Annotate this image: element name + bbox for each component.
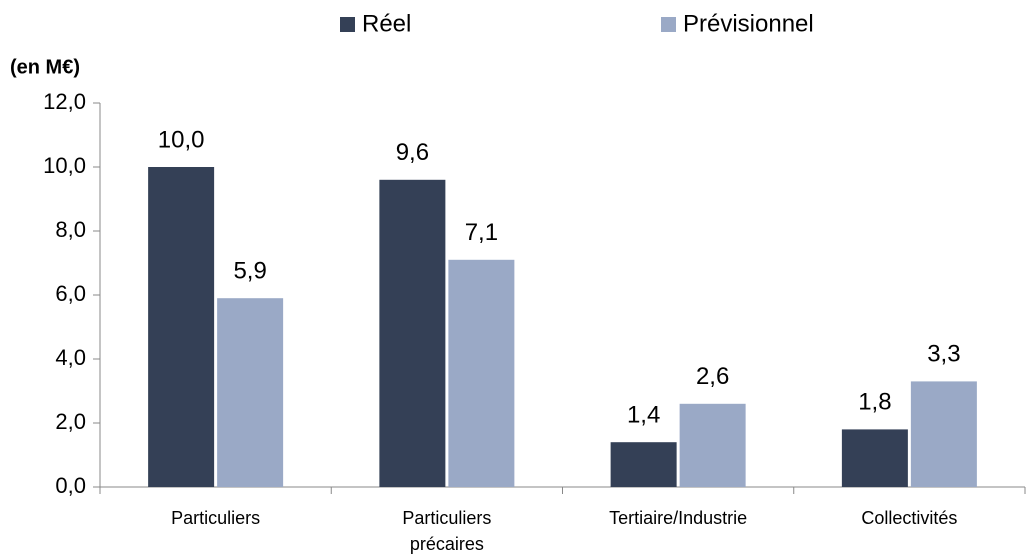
bar [610,442,677,487]
data-label: 1,8 [858,389,891,416]
x-tick-label: Tertiaire/Industrie [609,508,748,528]
data-label: 2,6 [696,363,729,390]
data-label: 10,0 [158,126,205,153]
bar [148,167,215,487]
x-tick-label: Particuliers [171,508,261,528]
data-label: 5,9 [233,258,266,285]
y-tick-label: 10,0 [43,153,86,178]
data-label: 9,6 [396,139,429,166]
bar [217,298,284,487]
y-tick-label: 12,0 [43,89,86,114]
bar [679,403,746,487]
y-axis-label: (en M€) [10,56,80,78]
bar [379,179,446,488]
legend-swatch [661,17,676,32]
bar [910,381,977,487]
bar [448,259,515,487]
bar [841,429,908,487]
legend-label: Réel [362,10,411,37]
y-tick-label: 0,0 [55,473,86,498]
x-tick-label: Particuliers précaires [402,508,492,554]
y-tick-label: 6,0 [55,281,86,306]
data-label: 7,1 [465,219,498,246]
data-label: 3,3 [927,341,960,368]
data-label: 1,4 [627,402,660,429]
y-tick-label: 8,0 [55,217,86,242]
legend-label: Prévisionnel [683,10,814,37]
y-tick-label: 2,0 [55,409,86,434]
x-tick-label: Collectivités [861,508,958,528]
legend-swatch [340,17,355,32]
y-tick-label: 4,0 [55,345,86,370]
